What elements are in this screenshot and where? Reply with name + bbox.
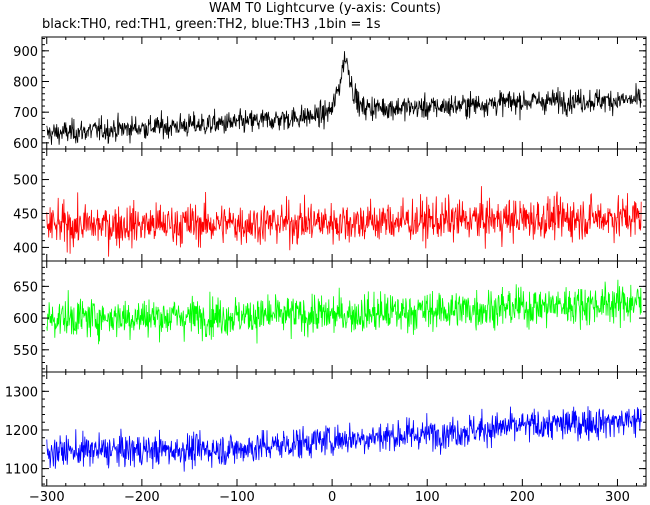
y-tick-label: 700: [13, 106, 38, 121]
y-tick-label: 500: [13, 174, 38, 189]
x-tick-label: −300: [29, 490, 65, 505]
y-tick-label: 900: [13, 45, 38, 60]
y-tick-label: 550: [13, 344, 38, 359]
y-tick-label: 600: [13, 137, 38, 152]
panel-frame-th1: [41, 148, 647, 262]
series-line-th0: [46, 51, 642, 145]
y-tick-label: 1300: [5, 385, 38, 400]
y-tick-label: 1100: [5, 463, 38, 478]
x-tick-label: 0: [328, 490, 336, 505]
series-line-th3: [46, 406, 642, 472]
panel-frame-th3: [41, 371, 647, 487]
y-tick-label: 1200: [5, 424, 38, 439]
y-tick-label: 450: [13, 207, 38, 222]
series-line-th2: [46, 279, 642, 345]
y-tick-label: 600: [13, 312, 38, 327]
series-line-th1: [46, 186, 642, 257]
x-tick-label: 300: [605, 490, 630, 505]
y-tick-label: 400: [13, 241, 38, 256]
x-tick-label: −200: [124, 490, 160, 505]
chart-subtitle: black:TH0, red:TH1, green:TH2, blue:TH3 …: [42, 17, 381, 32]
x-tick-label: −100: [219, 490, 255, 505]
x-tick-label: 100: [415, 490, 440, 505]
y-tick-label: 800: [13, 75, 38, 90]
y-tick-label: 650: [13, 280, 38, 295]
chart-title: WAM T0 Lightcurve (y-axis: Counts): [209, 1, 441, 16]
x-tick-label: 200: [510, 490, 535, 505]
